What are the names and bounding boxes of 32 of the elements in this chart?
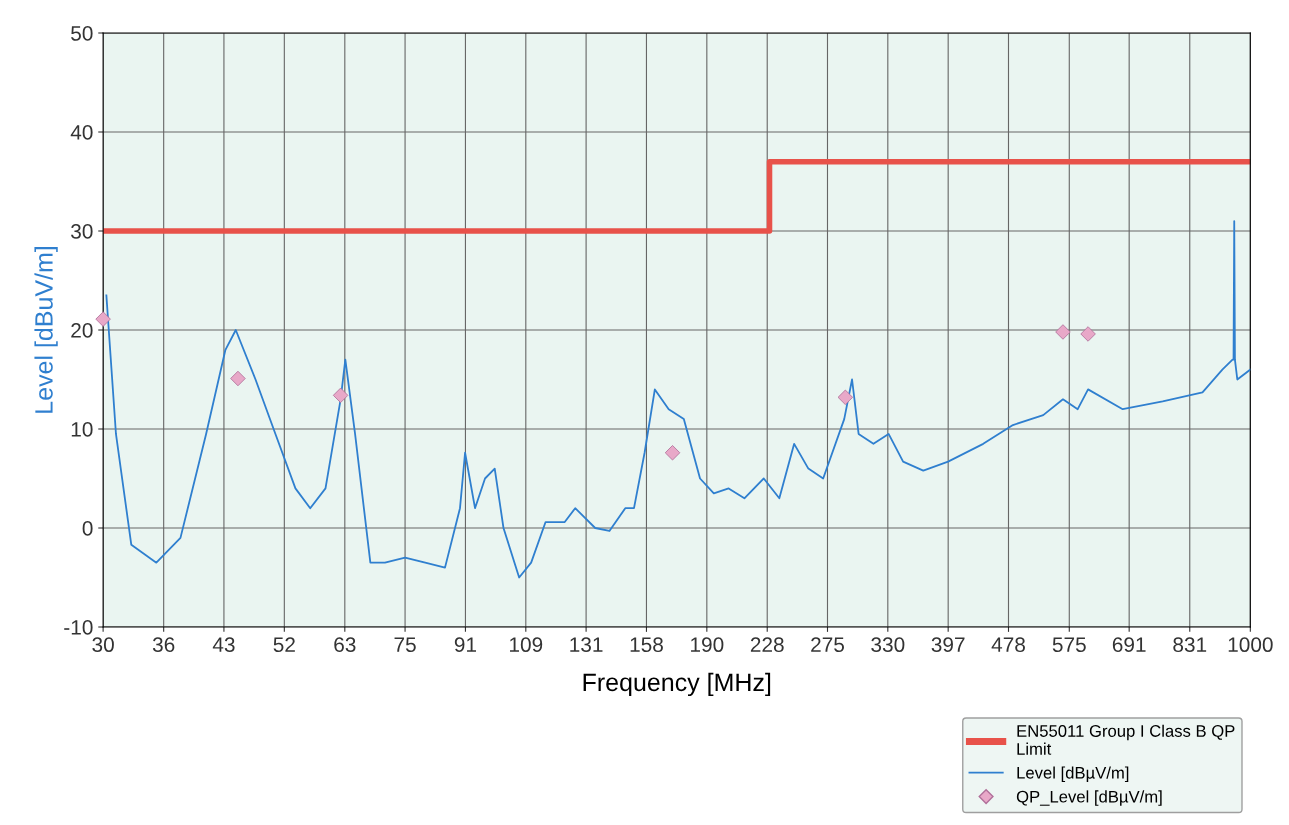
x-tick-label: 478 [991, 637, 1025, 653]
x-tick-label: 36 [152, 637, 175, 653]
x-tick-label: 43 [212, 637, 235, 653]
y-tick-label: -10 [64, 620, 93, 635]
y-tick-label: 30 [71, 224, 93, 239]
x-tick-label: 75 [394, 637, 416, 653]
x-tick-label: 228 [750, 637, 784, 653]
y-tick-label: 20 [71, 323, 93, 338]
x-tick-label: 330 [871, 637, 905, 653]
x-tick-label: 91 [454, 637, 477, 653]
x-tick-label: 691 [1112, 637, 1146, 653]
x-tick-label: 575 [1052, 637, 1086, 653]
x-tick-label: 52 [273, 637, 295, 653]
x-tick-label: 63 [334, 637, 356, 653]
x-tick-label: 190 [691, 637, 724, 653]
x-tick-label: 131 [570, 637, 603, 653]
y-tick-label: 0 [82, 521, 93, 536]
y-tick-label: 50 [71, 26, 93, 41]
y-axis-title: Level [dBuV/m] [34, 247, 58, 413]
x-tick-label: 1000 [1228, 637, 1273, 653]
x-tick-label: 109 [510, 637, 543, 653]
x-tick-label: 397 [931, 637, 965, 653]
x-tick-label: 158 [630, 637, 663, 653]
x-tick-label: 831 [1173, 637, 1207, 653]
x-axis-title: Frequency [MHz] [583, 672, 771, 697]
x-tick-label: 275 [811, 637, 844, 653]
y-tick-label: 10 [71, 422, 93, 437]
legend-label: QP_Level [dBµV/m] [1016, 790, 1162, 806]
legend-label: Level [dBµV/m] [1017, 766, 1129, 783]
legend-label: EN55011 Group I Class B QP Limit [1017, 724, 1235, 755]
y-tick-label: 40 [70, 125, 93, 140]
x-tick-label: 30 [92, 637, 114, 653]
